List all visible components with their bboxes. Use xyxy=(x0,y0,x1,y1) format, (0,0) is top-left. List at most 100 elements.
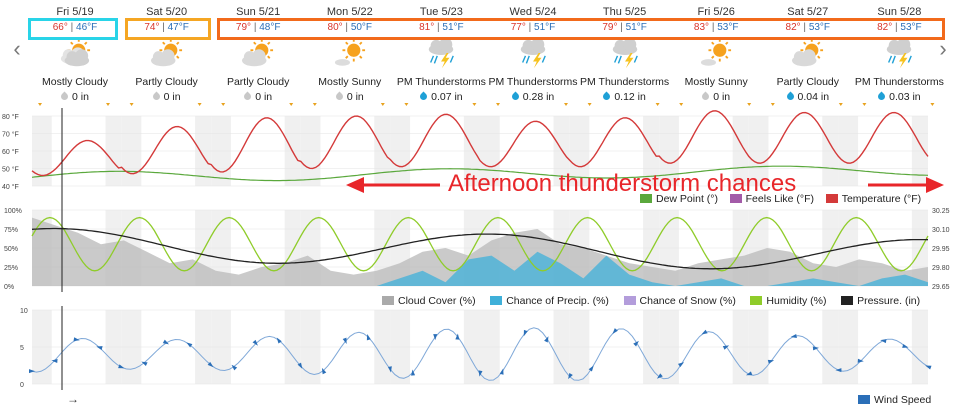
day-date: Wed 5/24 xyxy=(509,6,557,18)
wind-direction-icon xyxy=(656,373,663,379)
day-precip: 0 in xyxy=(213,91,303,104)
svg-text:0%: 0% xyxy=(4,284,14,291)
wind-direction-icon xyxy=(633,340,639,347)
svg-text:30.10: 30.10 xyxy=(932,227,950,234)
wind-legend[interactable]: Wind Speed xyxy=(858,394,931,406)
wind-direction-icon xyxy=(231,364,238,371)
high-temp: 82° xyxy=(785,22,801,33)
day-date: Thu 5/25 xyxy=(602,6,647,18)
day-column[interactable]: Sun 5/28 82° | 53°F PM Thunderstorms 0.0… xyxy=(854,6,944,104)
svg-text:75%: 75% xyxy=(4,227,18,234)
legend-feels-like[interactable]: Feels Like (°F) xyxy=(729,193,814,205)
day-precip: 0.07 in xyxy=(396,91,486,104)
low-temp: 51°F xyxy=(442,22,464,33)
partly-cloudy-icon xyxy=(150,38,182,67)
legend-snow-chance[interactable]: Chance of Snow (%) xyxy=(623,295,736,307)
wind-direction-icon xyxy=(186,342,193,348)
legend-humidity[interactable]: Humidity (%) xyxy=(750,295,827,307)
day-condition: Mostly Cloudy xyxy=(42,76,108,88)
svg-text:25%: 25% xyxy=(4,265,18,272)
raindrop-icon xyxy=(601,91,612,102)
annotation-arrows xyxy=(346,177,944,193)
legend-dew-point[interactable]: Dew Point (°) xyxy=(640,193,718,205)
day-column[interactable]: Sat 5/27 82° | 53°F Partly Cloudy 0.04 i… xyxy=(763,6,853,104)
wind-direction-icon xyxy=(342,337,347,344)
high-temp: 79° xyxy=(235,22,252,33)
day-column[interactable]: Mon 5/22 80° | 50°F Mostly Sunny 0 in xyxy=(305,6,395,104)
wind-direction-icon xyxy=(455,333,460,340)
day-column[interactable]: Sun 5/21 79° | 48°F Partly Cloudy 0 in xyxy=(213,6,303,104)
svg-text:0: 0 xyxy=(20,382,24,389)
wind-direction-icon xyxy=(745,371,753,376)
day-date: Sun 5/28 xyxy=(877,6,922,18)
raindrop-icon xyxy=(700,91,711,102)
day-condition: Mostly Sunny xyxy=(318,76,382,88)
legend-cloud-cover[interactable]: Cloud Cover (%) xyxy=(382,295,476,307)
low-temp: 46°F xyxy=(76,22,98,33)
svg-text:50%: 50% xyxy=(4,246,18,253)
wind-direction-icon xyxy=(433,334,438,341)
partly-cloudy-icon xyxy=(242,38,274,67)
wind-direction-icon xyxy=(767,359,775,364)
low-temp: 50°F xyxy=(350,22,373,33)
day-column[interactable]: Sat 5/20 74° | 47°F Partly Cloudy 0 in xyxy=(122,6,212,104)
day-condition: Partly Cloudy xyxy=(776,76,840,88)
next-arrow[interactable]: › xyxy=(939,36,947,61)
svg-text:40 °F: 40 °F xyxy=(2,183,19,191)
svg-text:29.80: 29.80 xyxy=(932,265,950,272)
wind-direction-icon xyxy=(588,365,594,372)
day-precip: 0 in xyxy=(30,91,120,104)
day-column[interactable]: Fri 5/26 83° | 53°F Mostly Sunny 0 in xyxy=(671,6,761,104)
wind-direction-icon xyxy=(252,339,258,346)
raindrop-icon xyxy=(151,91,162,102)
raindrop-icon xyxy=(785,91,795,102)
humidity-cloud-chart: 100% 75% 50% 25% 0% 30.25 30.10 29.95 29.80 29.65 xyxy=(4,206,950,292)
day-column[interactable]: Thu 5/25 79° | 51°F PM Thunderstorms 0.1… xyxy=(580,6,670,104)
day-temps: 80° | 50°F xyxy=(327,22,373,33)
wind-direction-icon xyxy=(880,339,887,344)
day-condition: PM Thunderstorms xyxy=(854,76,944,88)
svg-text:29.95: 29.95 xyxy=(932,246,950,253)
wind-direction-icon xyxy=(29,369,35,374)
legend-temperature[interactable]: Temperature (°F) xyxy=(825,193,921,205)
mid-legend: Cloud Cover (%) Chance of Precip. (%) Ch… xyxy=(382,295,920,307)
wind-direction-icon xyxy=(297,362,303,369)
pressure-line xyxy=(31,227,929,270)
day-column[interactable]: Fri 5/19 66° | 46°F Mostly Cloudy 0 in xyxy=(30,6,120,104)
legend-precip-chance[interactable]: Chance of Precip. (%) xyxy=(490,295,609,307)
day-temps: 83° | 53°F xyxy=(693,22,739,33)
mostly-sunny-icon xyxy=(701,38,732,66)
mostly-sunny-icon xyxy=(334,38,365,66)
svg-text:70 °F: 70 °F xyxy=(2,131,19,139)
wind-direction-icon xyxy=(722,345,730,350)
wind-direction-icon xyxy=(366,334,371,341)
svg-text:80 °F: 80 °F xyxy=(2,113,19,121)
wind-direction-icon xyxy=(96,346,103,351)
thunderstorm-icon xyxy=(887,38,913,69)
low-temp: 53°F xyxy=(900,22,922,33)
day-precip: 0.12 in xyxy=(580,91,670,104)
prev-arrow[interactable]: ‹ xyxy=(13,36,21,61)
dew-point-line xyxy=(31,165,929,182)
raindrop-icon xyxy=(242,91,253,102)
svg-text:29.65: 29.65 xyxy=(932,284,950,291)
mostly-cloudy-icon xyxy=(60,38,91,67)
high-temp: 81° xyxy=(419,22,435,33)
day-date: Sat 5/20 xyxy=(146,6,188,18)
day-condition: Partly Cloudy xyxy=(135,76,198,88)
wind-direction-icon xyxy=(902,344,909,348)
wind-direction-icon xyxy=(162,339,169,345)
thunderstorm-icon xyxy=(612,38,638,69)
day-temps: 82° | 53°F xyxy=(785,22,831,33)
day-column[interactable]: Tue 5/23 81° | 51°F PM Thunderstorms 0.0… xyxy=(396,6,486,104)
day-column[interactable]: Wed 5/24 77° | 51°F PM Thunderstorms 0.2… xyxy=(488,6,578,104)
day-condition: Mostly Sunny xyxy=(684,76,748,88)
legend-pressure[interactable]: Pressure. (in) xyxy=(841,295,920,307)
day-precip: 0 in xyxy=(305,91,395,104)
wind-chart: 10 5 0 xyxy=(20,306,932,390)
raindrop-icon xyxy=(510,91,521,102)
wind-direction-icon xyxy=(701,329,708,335)
day-date: Fri 5/26 xyxy=(697,6,735,18)
day-precip: 0 in xyxy=(671,91,761,104)
wind-direction-icon xyxy=(387,366,392,373)
